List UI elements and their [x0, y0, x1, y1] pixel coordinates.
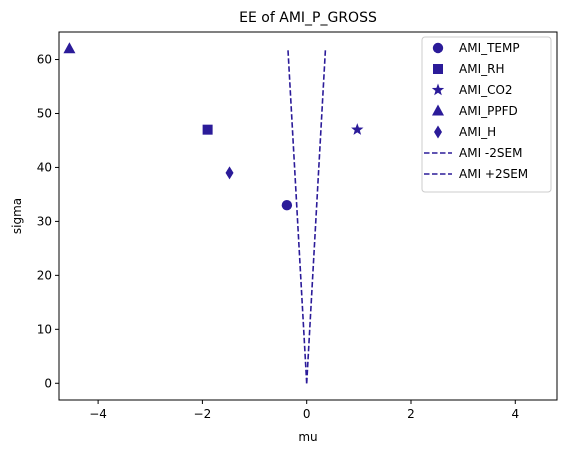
- point-ami-temp: [281, 200, 293, 211]
- y-tick-label: 60: [37, 53, 52, 67]
- point-ami-ppfd: [63, 42, 76, 54]
- legend-marker-triangle: [432, 104, 444, 116]
- legend-marker-circle: [432, 42, 444, 54]
- legend: AMI_TEMP AMI_RH AMI_CO2 AMI_PPFD AMI_H AMI -2…: [421, 36, 552, 193]
- legend-label: AMI +2SEM: [459, 167, 528, 181]
- y-tick-label: 0: [44, 376, 52, 390]
- x-tick-label: −4: [89, 407, 107, 421]
- legend-label: AMI_H: [459, 125, 496, 139]
- y-axis-label: sigma: [10, 198, 24, 234]
- x-tick-label: 4: [511, 407, 519, 421]
- y-tick-label: 40: [37, 160, 52, 174]
- x-tick-label: 0: [303, 407, 311, 421]
- sem-line-minus: [287, 48, 308, 384]
- y-tick-label: 10: [37, 322, 52, 336]
- y-tick-label: 30: [37, 214, 52, 228]
- legend-label: AMI_TEMP: [459, 41, 520, 55]
- point-ami-h: [225, 166, 234, 180]
- x-tick-label: 2: [407, 407, 415, 421]
- x-tick-label: −2: [194, 407, 212, 421]
- sem-line-plus: [305, 48, 327, 384]
- x-axis-label: mu: [298, 430, 317, 444]
- plot-points: [63, 42, 364, 211]
- legend-marker-square: [433, 64, 443, 74]
- plot-frame: [58, 31, 558, 401]
- y-tick-label: 20: [37, 268, 52, 282]
- point-ami-rh: [202, 124, 213, 135]
- legend-label: AMI_PPFD: [459, 104, 518, 118]
- point-ami-co2: [351, 123, 364, 135]
- legend-marker-star: [431, 83, 445, 96]
- y-tick-label: 50: [37, 106, 52, 120]
- legend-box: [421, 36, 552, 193]
- legend-label: AMI -2SEM: [459, 146, 522, 160]
- legend-label: AMI_RH: [459, 62, 504, 76]
- legend-label: AMI_CO2: [459, 83, 513, 97]
- plot-lines: [287, 48, 327, 384]
- legend-marker-diamond: [434, 125, 442, 139]
- chart-title: EE of AMI_P_GROSS: [239, 10, 377, 26]
